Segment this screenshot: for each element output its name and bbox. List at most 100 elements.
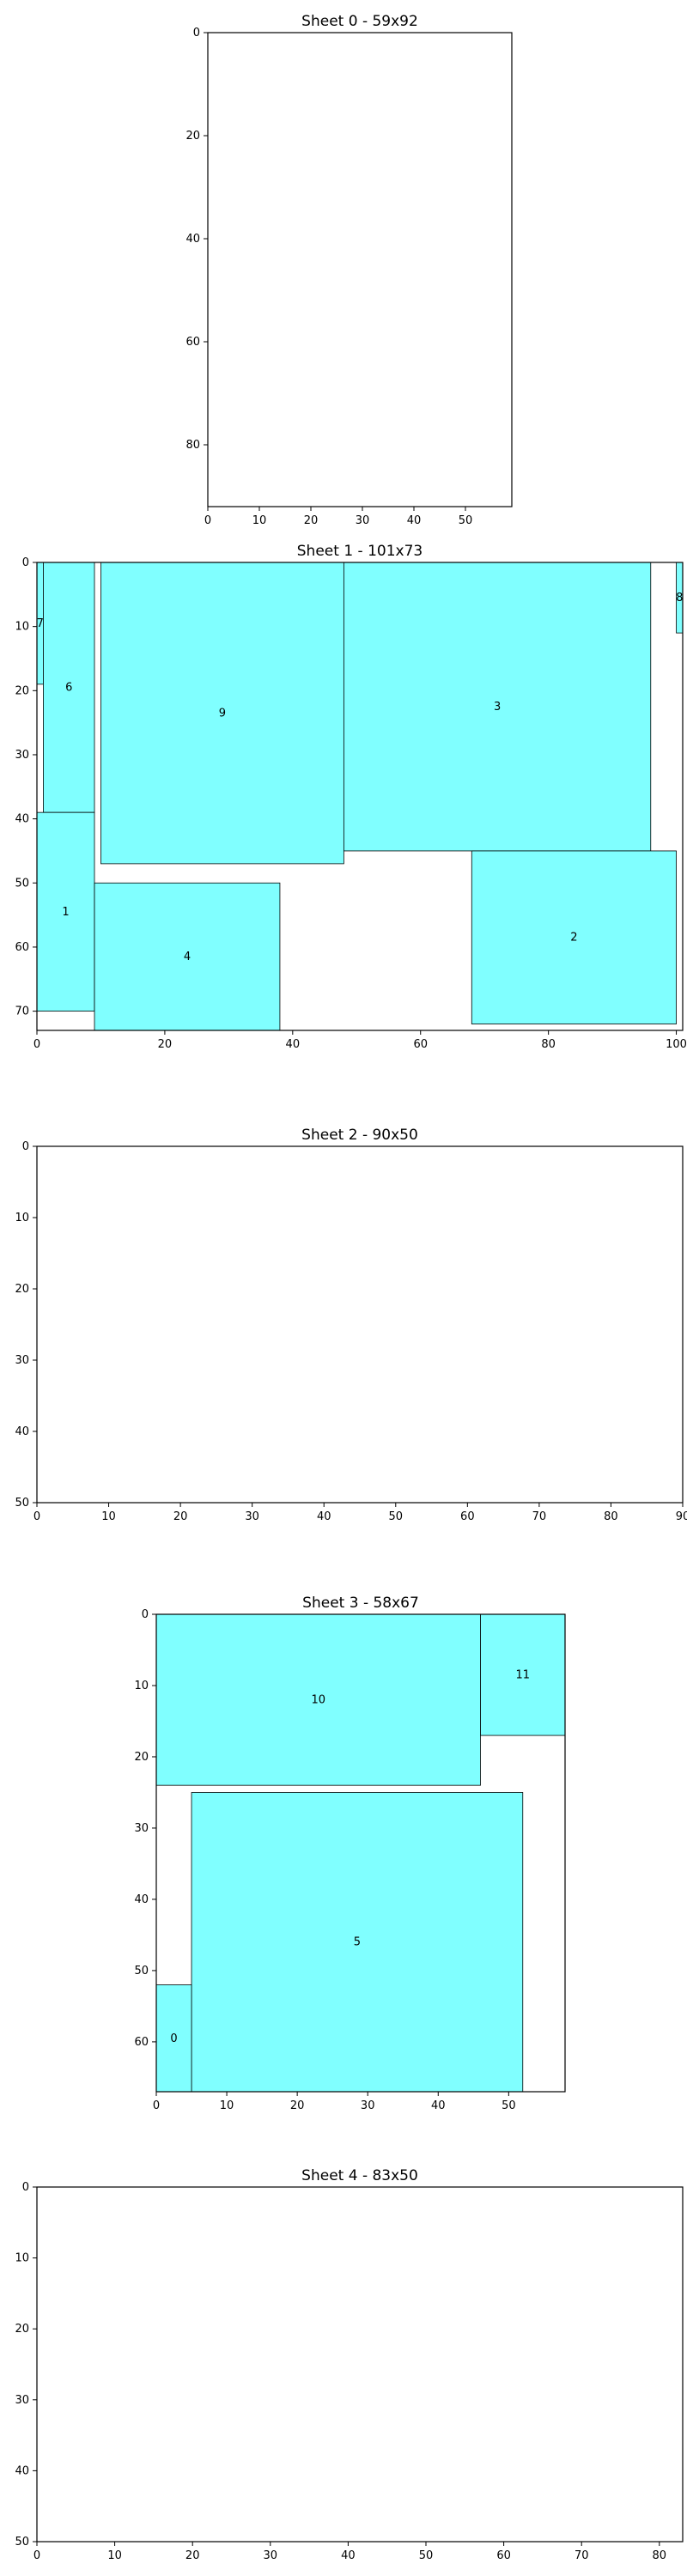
x-tick-label: 20 xyxy=(304,514,319,527)
chart-title: Sheet 1 - 101x73 xyxy=(297,543,423,560)
x-tick-label: 70 xyxy=(575,2549,589,2562)
axes-frame xyxy=(207,32,513,507)
y-tick-label: 40 xyxy=(134,1893,149,1906)
x-tick-label: 80 xyxy=(653,2549,667,2562)
x-tick-label: 10 xyxy=(252,514,267,527)
y-tick-label: 30 xyxy=(134,1822,149,1835)
y-tick-label: 50 xyxy=(15,877,29,890)
y-tick-label: 40 xyxy=(15,813,29,826)
x-tick-label: 0 xyxy=(33,1038,40,1051)
axes-frame xyxy=(36,562,684,1031)
x-tick-label: 20 xyxy=(185,2549,200,2562)
x-tick-label: 100 xyxy=(666,1038,687,1051)
x-tick-label: 50 xyxy=(459,514,473,527)
axes-frame xyxy=(36,1145,684,1504)
x-tick-label: 0 xyxy=(33,2549,40,2562)
y-tick-label: 20 xyxy=(15,684,29,697)
placed-rect xyxy=(94,882,281,1031)
x-tick-label: 30 xyxy=(264,2549,278,2562)
rect-label: 9 xyxy=(219,707,226,720)
x-tick-label: 20 xyxy=(173,1510,188,1523)
placed-rect xyxy=(155,1984,192,2093)
y-tick-label: 20 xyxy=(185,130,200,143)
rect-label: 1 xyxy=(62,906,69,919)
x-tick-label: 40 xyxy=(431,2099,446,2112)
axes-frame xyxy=(36,2186,684,2543)
x-tick-label: 30 xyxy=(361,2099,375,2112)
chart-sheet-2: Sheet 2 - 90x50 0 10 20 30 40 50 60 70 80 90 0 10 20 3… xyxy=(15,1127,687,1523)
y-tick-label: 10 xyxy=(15,621,29,634)
x-tick-label: 20 xyxy=(158,1038,173,1051)
y-tick-label: 40 xyxy=(15,1425,29,1438)
y-tick-label: 50 xyxy=(134,1965,149,1978)
x-tick-label: 30 xyxy=(245,1510,259,1523)
x-tick-label: 40 xyxy=(341,2549,356,2562)
x-tick-label: 20 xyxy=(290,2099,305,2112)
x-tick-label: 40 xyxy=(286,1038,301,1051)
y-tick-label: 50 xyxy=(15,1497,29,1510)
x-tick-label: 60 xyxy=(413,1038,428,1051)
x-tick-label: 90 xyxy=(676,1510,687,1523)
y-tick-label: 0 xyxy=(193,27,200,39)
rect-label: 10 xyxy=(311,1694,325,1707)
x-tick-label: 70 xyxy=(532,1510,547,1523)
x-tick-label: 50 xyxy=(502,2099,516,2112)
placed-rect xyxy=(100,562,344,865)
placed-rect xyxy=(471,850,677,1024)
x-tick-label: 60 xyxy=(460,1510,475,1523)
x-tick-label: 0 xyxy=(204,514,211,527)
rect-label: 6 xyxy=(65,682,72,695)
x-tick-label: 10 xyxy=(220,2099,234,2112)
chart-title: Sheet 4 - 83x50 xyxy=(301,2167,418,2184)
placed-rect xyxy=(155,1613,481,1786)
rect-label: 2 xyxy=(570,932,577,945)
rect-label: 8 xyxy=(676,592,683,605)
rect-label: 11 xyxy=(515,1669,530,1682)
y-tick-label: 40 xyxy=(185,233,200,246)
chart-title: Sheet 2 - 90x50 xyxy=(301,1127,418,1144)
y-tick-label: 0 xyxy=(22,1140,29,1153)
x-tick-label: 10 xyxy=(107,2549,122,2562)
x-tick-label: 30 xyxy=(356,514,370,527)
chart-sheet-0: Sheet 0 - 59x92 0 10 20 30 40 50 0 20 40 60 80 xyxy=(185,13,513,527)
y-tick-label: 30 xyxy=(15,2394,29,2407)
x-tick-label: 10 xyxy=(101,1510,116,1523)
x-tick-label: 50 xyxy=(389,1510,404,1523)
y-tick-label: 0 xyxy=(142,1608,149,1621)
x-tick-label: 0 xyxy=(153,2099,160,2112)
y-tick-label: 0 xyxy=(22,2181,29,2194)
y-tick-label: 80 xyxy=(185,439,200,452)
x-tick-label: 40 xyxy=(317,1510,331,1523)
x-tick-label: 40 xyxy=(407,514,422,527)
x-tick-label: 0 xyxy=(33,1510,40,1523)
placed-rect xyxy=(480,1613,566,1736)
y-tick-label: 0 xyxy=(22,556,29,569)
y-tick-label: 60 xyxy=(134,2036,149,2049)
chart-title: Sheet 3 - 58x67 xyxy=(302,1595,419,1612)
x-tick-label: 80 xyxy=(604,1510,618,1523)
placed-rect xyxy=(36,811,95,1012)
y-tick-label: 40 xyxy=(15,2464,29,2477)
rect-label: 4 xyxy=(184,951,191,963)
y-tick-label: 30 xyxy=(15,1354,29,1367)
rect-label: 0 xyxy=(170,2032,177,2045)
y-tick-label: 20 xyxy=(15,2323,29,2336)
placed-rect xyxy=(43,562,95,813)
chart-sheet-4: Sheet 4 - 83x50 0 10 20 30 40 50 60 70 80 0 10 20 30 4… xyxy=(15,2167,684,2562)
y-tick-label: 60 xyxy=(185,336,200,349)
y-tick-label: 10 xyxy=(134,1680,149,1692)
placed-rect xyxy=(191,1792,524,2093)
rect-label: 5 xyxy=(354,1936,361,1949)
y-tick-label: 20 xyxy=(15,1283,29,1296)
x-tick-label: 50 xyxy=(419,2549,434,2562)
placed-rect xyxy=(343,562,652,852)
y-tick-label: 30 xyxy=(15,749,29,762)
x-tick-label: 60 xyxy=(496,2549,511,2562)
y-tick-label: 60 xyxy=(15,941,29,954)
y-tick-label: 50 xyxy=(15,2536,29,2549)
rect-label: 7 xyxy=(37,617,44,630)
y-tick-label: 10 xyxy=(15,1212,29,1224)
